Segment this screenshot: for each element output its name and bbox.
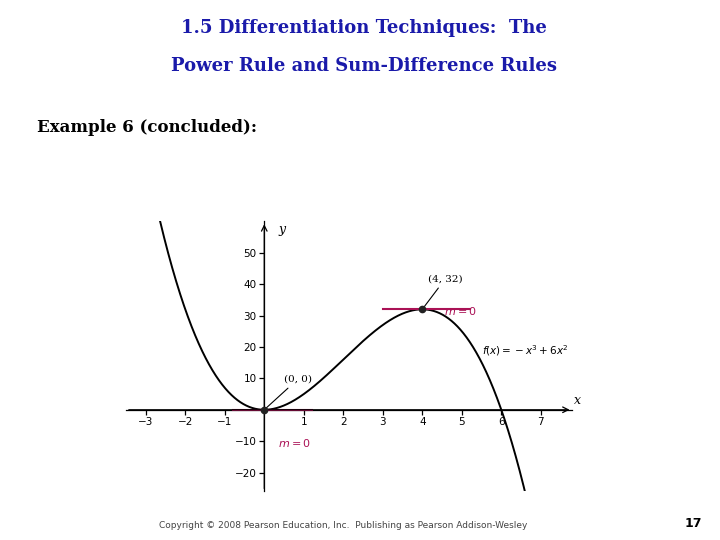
Text: x: x [575, 394, 581, 407]
Text: 17: 17 [685, 517, 702, 530]
Text: y: y [278, 223, 285, 236]
Text: Power Rule and Sum-Difference Rules: Power Rule and Sum-Difference Rules [171, 57, 557, 75]
Text: Copyright © 2008 Pearson Education, Inc.  Publishing as Pearson Addison-Wesley: Copyright © 2008 Pearson Education, Inc.… [159, 521, 527, 530]
Text: $f(x) = -x^3 + 6x^2$: $f(x) = -x^3 + 6x^2$ [482, 343, 568, 357]
Text: (0, 0): (0, 0) [266, 375, 312, 408]
Text: $m = 0$: $m = 0$ [278, 437, 311, 449]
Text: (4, 32): (4, 32) [424, 274, 463, 307]
Text: Example 6 (concluded):: Example 6 (concluded): [37, 119, 257, 136]
Text: 1.5 Differentiation Techniques:  The: 1.5 Differentiation Techniques: The [181, 19, 547, 37]
Text: $m = 0$: $m = 0$ [444, 305, 477, 317]
